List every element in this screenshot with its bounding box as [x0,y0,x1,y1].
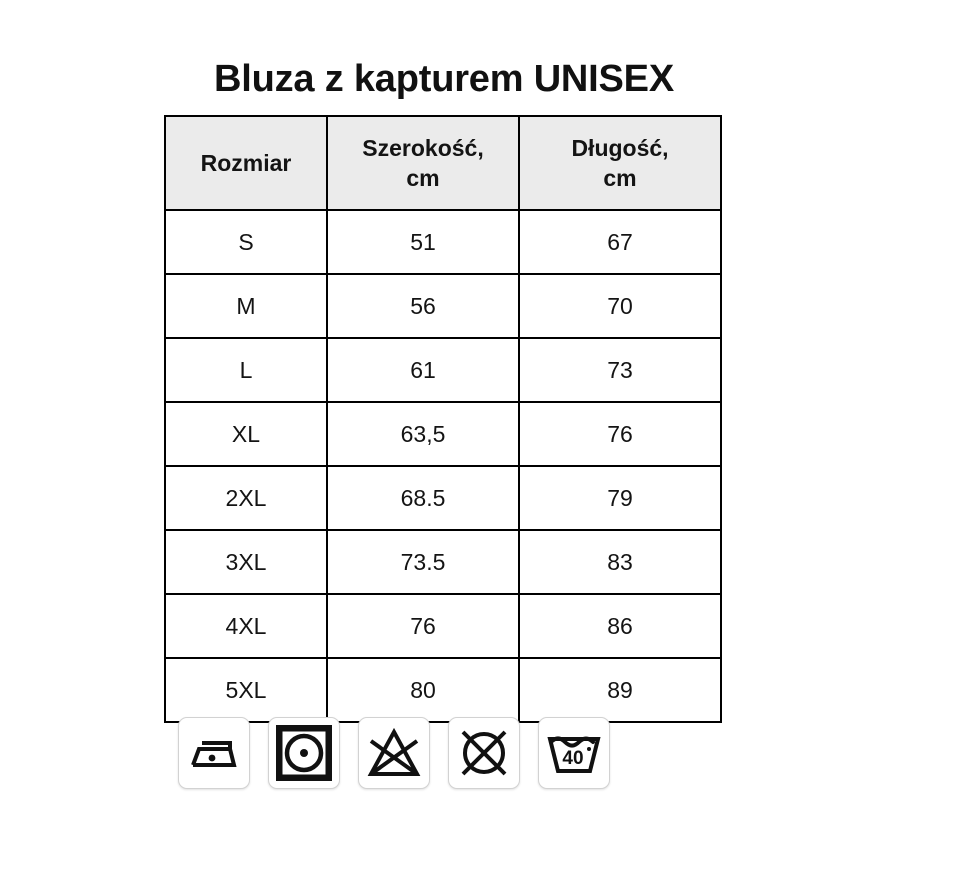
column-header-width-label: Szerokość, [362,134,484,161]
cell-size: S [164,209,328,275]
column-header-width: Szerokość, cm [326,115,520,211]
page-title: Bluza z kapturem UNISEX [214,58,674,100]
cell-size: 5XL [164,657,328,723]
cell-width: 80 [326,657,520,723]
cell-width: 51 [326,209,520,275]
cell-size: XL [164,401,328,467]
cell-length: 70 [518,273,722,339]
table-row: 3XL 73.5 83 [164,529,722,595]
column-header-width-unit: cm [406,165,440,191]
wash-temperature-label: 40 [562,748,583,769]
cell-size: L [164,337,328,403]
table-row: 2XL 68.5 79 [164,465,722,531]
cell-size: 4XL [164,593,328,659]
column-header-length-label: Długość, [571,134,669,161]
do-not-bleach-icon [358,717,430,789]
table-row: XL 63,5 76 [164,401,722,467]
cell-width: 76 [326,593,520,659]
table-row: 4XL 76 86 [164,593,722,659]
column-header-size: Rozmiar [164,115,328,211]
care-instructions-row: 40 [178,717,610,789]
column-header-length-unit: cm [603,165,637,191]
cell-length: 83 [518,529,722,595]
cell-size: 2XL [164,465,328,531]
cell-length: 76 [518,401,722,467]
table-header: Rozmiar Szerokość, cm Długość, cm [164,115,722,211]
size-table: Rozmiar Szerokość, cm Długość, cm S 51 6… [164,115,722,723]
cell-size: M [164,273,328,339]
table-body: S 51 67 M 56 70 L 61 73 XL 63,5 76 2XL 6 [164,209,722,723]
table-row: L 61 73 [164,337,722,403]
cell-length: 89 [518,657,722,723]
column-header-length: Długość, cm [518,115,722,211]
cell-size: 3XL [164,529,328,595]
do-not-dry-clean-icon [448,717,520,789]
cell-width: 61 [326,337,520,403]
tumble-dry-icon [268,717,340,789]
table-row: 5XL 80 89 [164,657,722,723]
cell-length: 86 [518,593,722,659]
iron-low-heat-icon [178,717,250,789]
cell-length: 79 [518,465,722,531]
cell-width: 56 [326,273,520,339]
table-header-row: Rozmiar Szerokość, cm Długość, cm [164,115,722,211]
cell-width: 68.5 [326,465,520,531]
cell-length: 67 [518,209,722,275]
table-row: M 56 70 [164,273,722,339]
cell-width: 73.5 [326,529,520,595]
column-header-size-label: Rozmiar [200,149,292,176]
cell-width: 63,5 [326,401,520,467]
wash-40-degrees-icon: 40 [538,717,610,789]
cell-length: 73 [518,337,722,403]
table-row: S 51 67 [164,209,722,275]
